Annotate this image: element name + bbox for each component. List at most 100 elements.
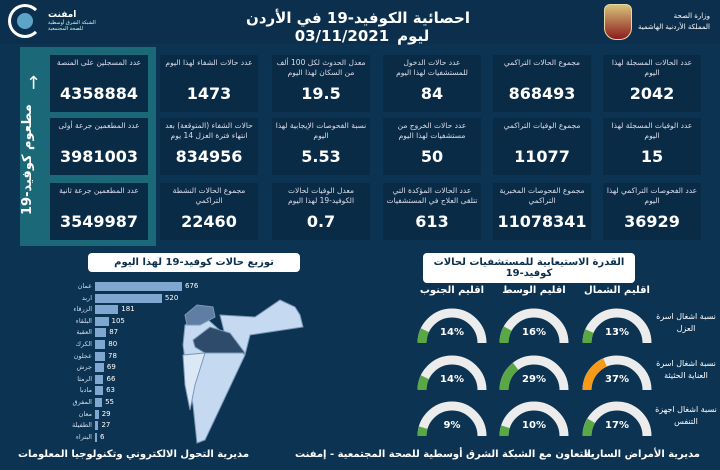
map-west xyxy=(182,352,206,411)
header xyxy=(0,0,720,44)
gauge-value: 14% xyxy=(440,327,464,338)
title-text: احصائية الكوفيد-19 في الأردن ليوم xyxy=(246,9,470,45)
district-value: 66 xyxy=(106,374,116,383)
district-bar xyxy=(95,398,103,407)
capacity-row-label: نسبة اشغال اسرة العزل xyxy=(656,312,716,333)
stat-label: عدد المسجلين على المنصة xyxy=(56,58,142,67)
gauge-fill xyxy=(499,326,512,344)
capacity-row-label: نسبة اشغال اسرة العناية الحثيثة xyxy=(656,359,716,380)
stat-label: حالات الشفاء (المتوقعة) بعد انتهاء فترة … xyxy=(165,121,253,140)
stat-value: 36929 xyxy=(624,212,680,231)
district-value: 69 xyxy=(106,363,116,372)
district-value: 105 xyxy=(111,316,125,325)
district-bar-row: البتراء 6 xyxy=(0,432,200,442)
stat-value: 50 xyxy=(420,147,444,166)
gauge-fill xyxy=(417,375,430,391)
stat-label: عدد المطعمين جرعة أولى xyxy=(58,121,140,130)
stat-label: عدد حالات الشفاء لهذا اليوم xyxy=(165,58,253,67)
region-header: اقليم الوسط xyxy=(502,285,566,296)
occupancy-gauge: 14% xyxy=(415,352,489,392)
stat-label: مجموع الفحوصات المخبرية التراكمي xyxy=(499,186,585,205)
capacity-title: القدرة الاستيعابية للمستشفيات لحالات كوف… xyxy=(423,253,635,283)
district-bar xyxy=(95,293,162,303)
stat-value: 11078341 xyxy=(497,212,587,231)
stat-value: 1473 xyxy=(186,84,232,103)
stat-value: 4358884 xyxy=(60,84,138,103)
stat-card: عدد حالات الشفاء لهذا اليوم 1473 xyxy=(160,55,258,112)
district-bar xyxy=(95,340,106,349)
stat-card: مجموع الحالات النشطة التراكمي 22460 xyxy=(160,183,258,240)
footer-it-directorate: مديرية التحول الالكتروني وتكنولوجيا المع… xyxy=(18,449,250,460)
region-header: اقليم الجنوب xyxy=(419,285,485,296)
occupancy-gauge: 10% xyxy=(497,398,571,438)
footer-partnership: بالتعاون مع الشبكة الشرق أوسطية للصحة ال… xyxy=(295,449,595,460)
stat-label: مجموع الوفيات التراكمي xyxy=(503,121,581,130)
stat-card: مجموع الفحوصات المخبرية التراكمي 11078341 xyxy=(493,183,591,240)
district-name: الطفيلة xyxy=(71,421,92,430)
stat-card: عدد المطعمين جرعة أولى 3981003 xyxy=(50,118,148,175)
district-name: مادبا xyxy=(79,386,92,395)
district-bar-row: عمان 676 xyxy=(0,282,200,291)
district-bar-row: العقبة 87 xyxy=(0,328,200,338)
stat-label: عدد حالات الدخول للمستشفيات لهذا اليوم xyxy=(396,58,468,77)
vaccine-label: مطعوم كوفيد-19 xyxy=(20,104,35,216)
partner-name: امفنت xyxy=(48,10,77,20)
gauge-fill xyxy=(499,362,519,391)
district-bar-row: معان 29 xyxy=(0,409,200,419)
partner-logo: امفنت الشبكة الشرق أوسطية للصحة المجتمعي… xyxy=(8,4,103,38)
gauge-fill xyxy=(417,328,430,344)
district-value: 87 xyxy=(109,328,119,337)
stat-card: حالات الشفاء (المتوقعة) بعد انتهاء فترة … xyxy=(160,118,258,175)
distribution-title: توزيع حالات كوفيد-19 لهذا اليوم xyxy=(88,253,300,272)
district-name: جرش xyxy=(76,363,92,372)
district-name: عجلون xyxy=(73,351,92,360)
crest-icon xyxy=(603,4,632,40)
ministry-name: وزارة الصحة xyxy=(673,12,710,20)
gauge-fill xyxy=(582,418,596,437)
gauge-value: 17% xyxy=(605,420,629,431)
district-bar xyxy=(95,432,97,442)
district-name: اربد xyxy=(81,293,92,302)
gauge-value: 9% xyxy=(443,420,461,431)
district-bar xyxy=(95,305,119,315)
gauge-value: 29% xyxy=(522,374,546,385)
stat-value: 22460 xyxy=(181,212,237,231)
district-bar xyxy=(95,328,107,338)
district-value: 55 xyxy=(105,398,114,406)
district-name: البتراء xyxy=(75,432,92,441)
district-value: 520 xyxy=(164,293,179,302)
district-value: 181 xyxy=(121,305,135,314)
district-bar-row: الزرقاء 181 xyxy=(0,305,200,315)
stat-label: عدد الفحوصات التراكمي لهذا اليوم xyxy=(606,186,698,205)
district-bar-chart: عمان 676 اربد 520 الزرقاء 181 البلقاء 105 العقبة… xyxy=(0,282,200,447)
map-amman xyxy=(192,326,246,354)
district-name: الرمثا xyxy=(77,374,92,383)
stat-label: عدد الوفيات المسجلة لهذا اليوم xyxy=(611,121,693,140)
occupancy-gauge: 37% xyxy=(580,352,654,392)
stat-label: نسبة الفحوصات الإيجابية لهذا اليوم xyxy=(275,121,367,140)
region-header: اقليم الشمال xyxy=(584,285,650,296)
stat-value: 84 xyxy=(420,84,444,103)
gauge-value: 14% xyxy=(440,374,464,385)
district-bar-row: مادبا 63 xyxy=(0,386,200,396)
stat-label: عدد الحالات المسجلة لهذا اليوم xyxy=(611,58,693,77)
district-bar-row: اربد 520 xyxy=(0,293,200,303)
district-bar-row: الطفيلة 27 xyxy=(0,421,200,431)
stat-card: عدد حالات الدخول للمستشفيات لهذا اليوم 84 xyxy=(383,55,481,112)
district-name: العقبة xyxy=(76,328,92,337)
jordan-map xyxy=(182,299,304,444)
stat-card: عدد المطعمين جرعة ثانية 3549987 xyxy=(50,183,148,240)
occupancy-gauge: 9% xyxy=(415,398,489,438)
stat-label: عدد الحالات المؤكدة التي تتلقى العلاج في… xyxy=(386,186,478,205)
stat-label: عدد حالات الخروج من مستشفيات لهذا اليوم xyxy=(397,121,467,140)
stat-card: معدل الحدوث لكل 100 ألف من السكان لهذا ا… xyxy=(272,55,370,112)
stat-card: عدد حالات الخروج من مستشفيات لهذا اليوم 5… xyxy=(383,118,481,175)
district-bar-row: الرمثا 66 xyxy=(0,374,200,384)
gauge-track xyxy=(582,308,652,344)
stat-card: عدد الوفيات المسجلة لهذا اليوم 15 xyxy=(603,118,701,175)
district-bar xyxy=(95,363,104,373)
occupancy-gauge: 13% xyxy=(580,305,654,345)
stat-label: عدد المطعمين جرعة ثانية xyxy=(59,186,139,195)
occupancy-gauge: 29% xyxy=(497,352,571,392)
gauge-track xyxy=(499,401,569,437)
